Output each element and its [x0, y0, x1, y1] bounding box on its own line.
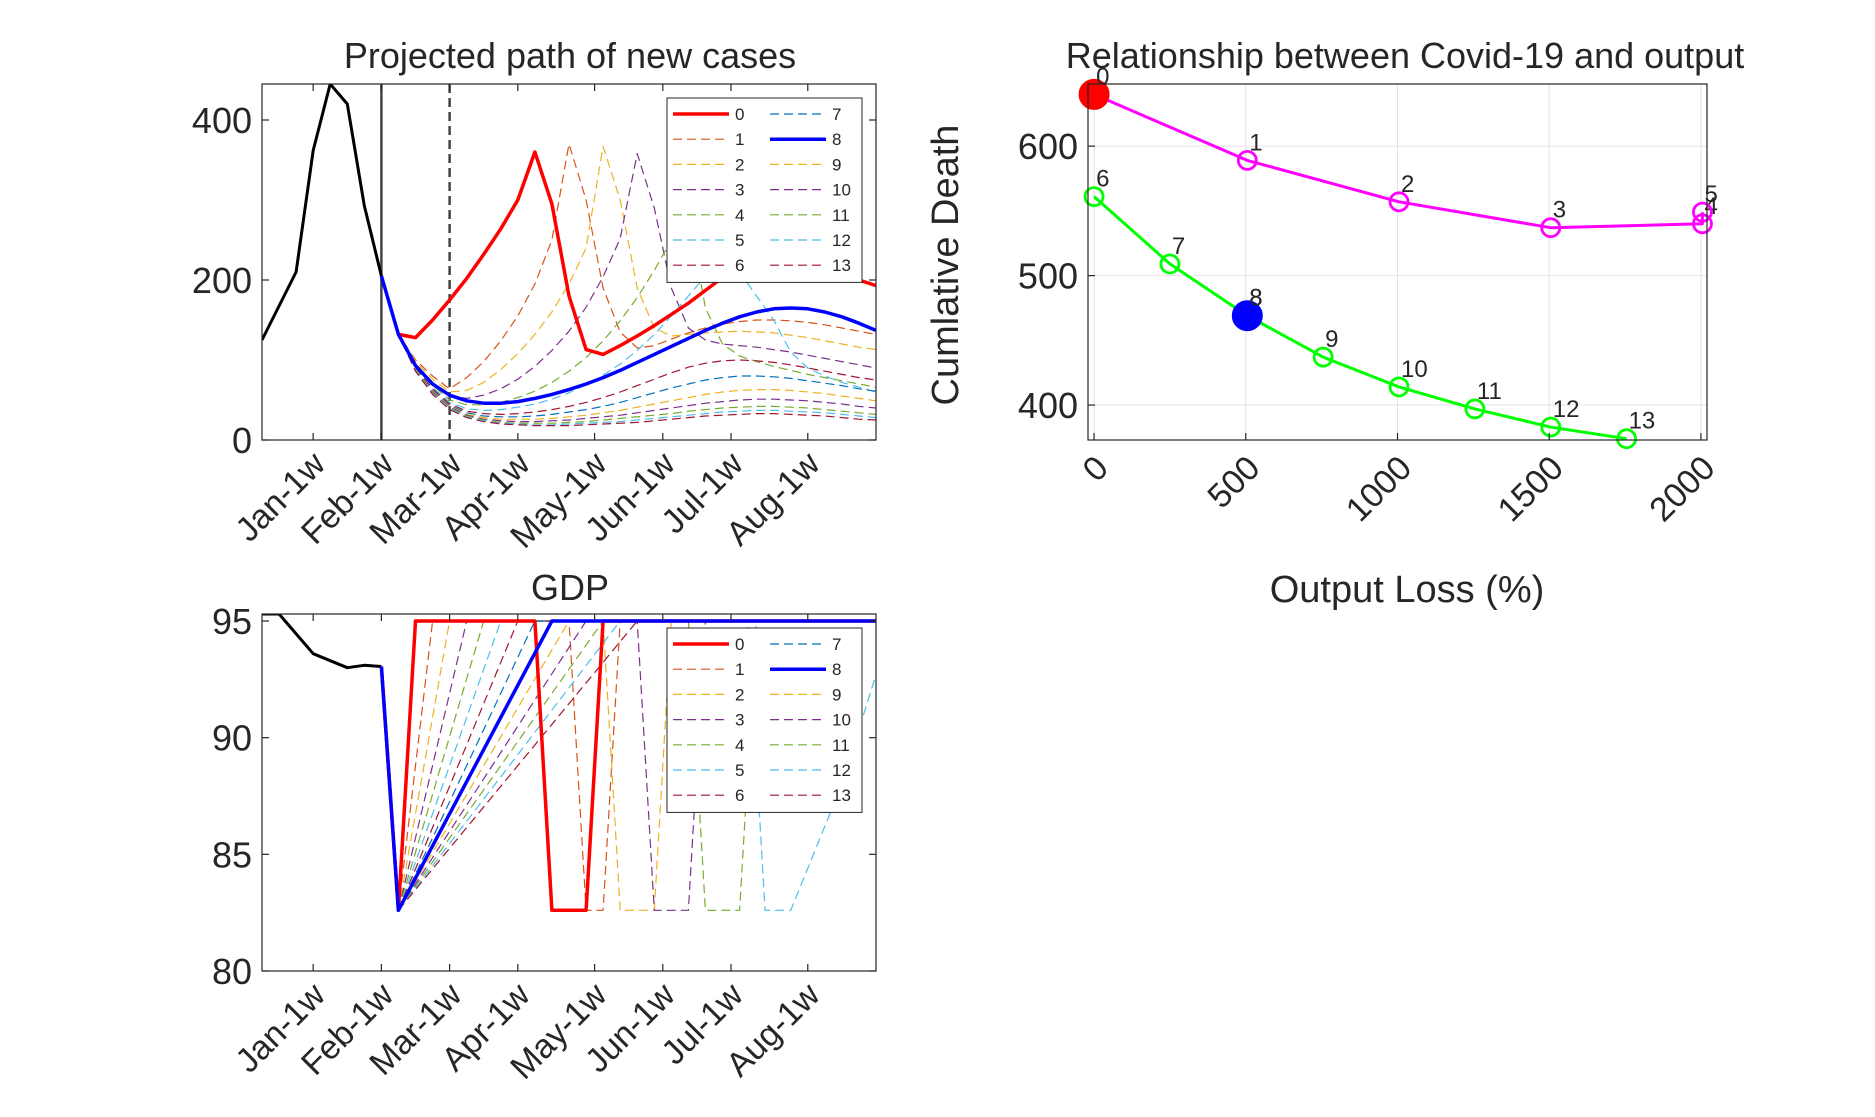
tradeoff-point-label-3: 3	[1553, 197, 1566, 224]
cases-legend-label-3: 3	[735, 181, 744, 200]
tradeoff-point-1-6	[1540, 416, 1562, 438]
cases-ytick-label-0: 0	[232, 420, 252, 461]
cases-legend-label-6: 6	[735, 256, 744, 275]
gdp-legend-label-1: 1	[735, 660, 744, 679]
gdp-legend-label-12: 12	[832, 761, 851, 780]
cases-legend-box	[666, 97, 863, 283]
cases-series-8	[379, 275, 876, 405]
gdp-ytick-label-90: 90	[212, 718, 252, 759]
tradeoff-ytick-label-600: 600	[1018, 126, 1078, 167]
tradeoff-ytick-label-400: 400	[1018, 385, 1078, 426]
tradeoff-highlight-label-8: 8	[1249, 285, 1262, 312]
gdp-ytick-label-95: 95	[212, 601, 252, 642]
cases-legend-label-4: 4	[735, 206, 744, 225]
cases-series-13	[380, 275, 876, 427]
tradeoff-point-label-12: 12	[1553, 396, 1580, 423]
cases-legend-label-2: 2	[735, 155, 744, 174]
gdp-axes-box	[261, 613, 877, 972]
gdp-series-8	[379, 619, 876, 913]
tradeoff-point-1-5	[1464, 398, 1486, 420]
cases-series-history	[262, 84, 383, 341]
gdp-legend-label-7: 7	[832, 635, 841, 654]
tradeoff-point-label-10: 10	[1401, 356, 1428, 383]
gdp-legend-label-0: 0	[735, 635, 744, 654]
gdp-ytick-label-85: 85	[212, 834, 252, 875]
tradeoff-point-label-13: 13	[1629, 408, 1656, 435]
cases-ytick-label-200: 200	[192, 260, 252, 301]
tradeoff-point-1-0	[1083, 186, 1105, 208]
tradeoff-point-label-4: 4	[1704, 193, 1717, 220]
tradeoff-highlight-8	[1231, 300, 1263, 332]
gdp-legend-label-13: 13	[832, 786, 851, 805]
tradeoff-point-0-1	[1236, 149, 1258, 171]
cases-legend-label-5: 5	[735, 231, 744, 250]
cases-legend-label-7: 7	[832, 105, 841, 124]
gdp-legend-label-11: 11	[832, 736, 850, 755]
tradeoff-point-label-11: 11	[1477, 378, 1502, 405]
gdp-legend-label-8: 8	[832, 660, 841, 679]
tradeoff-point-0-4	[1692, 213, 1713, 235]
tradeoff-point-label-1: 1	[1249, 129, 1262, 156]
tradeoff-point-label-7: 7	[1172, 233, 1185, 260]
cases-series-9	[380, 275, 876, 420]
cases-title: Projected path of new cases	[344, 35, 796, 76]
tradeoff-chart: Relationship between Covid-19 and output…	[925, 35, 1744, 611]
cases-legend-label-8: 8	[832, 130, 841, 149]
tradeoff-point-0-3	[1540, 217, 1562, 239]
tradeoff-point-1-4	[1388, 376, 1410, 398]
tradeoff-point-label-9: 9	[1325, 326, 1338, 353]
tradeoff-ytick-label-500: 500	[1018, 256, 1078, 297]
gdp-ytick-label-80: 80	[212, 951, 252, 992]
gdp-series-history	[262, 614, 382, 670]
tradeoff-ylabel: Cumlative Death	[925, 125, 967, 406]
cases-legend-label-9: 9	[832, 155, 841, 174]
tradeoff-point-0-2	[1388, 191, 1410, 213]
cases-series-3	[380, 153, 876, 399]
gdp-legend-label-6: 6	[735, 786, 744, 805]
gdp-legend-label-9: 9	[832, 685, 841, 704]
cases-legend-label-12: 12	[832, 231, 851, 250]
tradeoff-point-label-6: 6	[1096, 166, 1109, 193]
gdp-series-5	[397, 620, 876, 911]
gdp-legend-label-10: 10	[832, 711, 851, 730]
tradeoff-point-label-2: 2	[1401, 171, 1414, 198]
gdp-legend-label-5: 5	[735, 761, 744, 780]
gdp-legend-label-2: 2	[735, 685, 744, 704]
tradeoff-point-1-3	[1312, 346, 1334, 368]
cases-series-5	[380, 263, 876, 411]
cases-legend-label-10: 10	[832, 181, 851, 200]
cases-legend-label-13: 13	[832, 256, 851, 275]
cases-legend-label-0: 0	[735, 105, 744, 124]
cases-legend-label-1: 1	[735, 130, 744, 149]
tradeoff-title: Relationship between Covid-19 and output	[1066, 35, 1744, 76]
cases-legend-label-11: 11	[832, 206, 850, 225]
tradeoff-highlight-0	[1078, 78, 1110, 110]
cases-series-4	[380, 211, 876, 406]
gdp-legend-label-3: 3	[735, 711, 744, 730]
cases-series-10	[380, 275, 876, 423]
gdp-legend-box	[666, 627, 863, 813]
tradeoff-highlight-label-0: 0	[1096, 63, 1109, 90]
tradeoff-point-0-5	[1692, 201, 1713, 223]
tradeoff-xlabel: Output Loss (%)	[1270, 569, 1545, 611]
cases-series-11	[380, 275, 876, 424]
cases-ytick-label-400: 400	[192, 100, 252, 141]
tradeoff-point-1-7	[1616, 428, 1637, 450]
tradeoff-series-line-1	[1093, 195, 1627, 441]
gdp-title: GDP	[531, 567, 609, 608]
gdp-legend-label-4: 4	[735, 736, 744, 755]
cases-series-2	[380, 145, 876, 393]
tradeoff-point-1-1	[1159, 253, 1181, 275]
cases-series-12	[380, 275, 876, 426]
gdp-series-0	[379, 619, 876, 913]
tradeoff-point-label-5: 5	[1704, 181, 1717, 208]
cases-axes-box	[261, 83, 877, 441]
